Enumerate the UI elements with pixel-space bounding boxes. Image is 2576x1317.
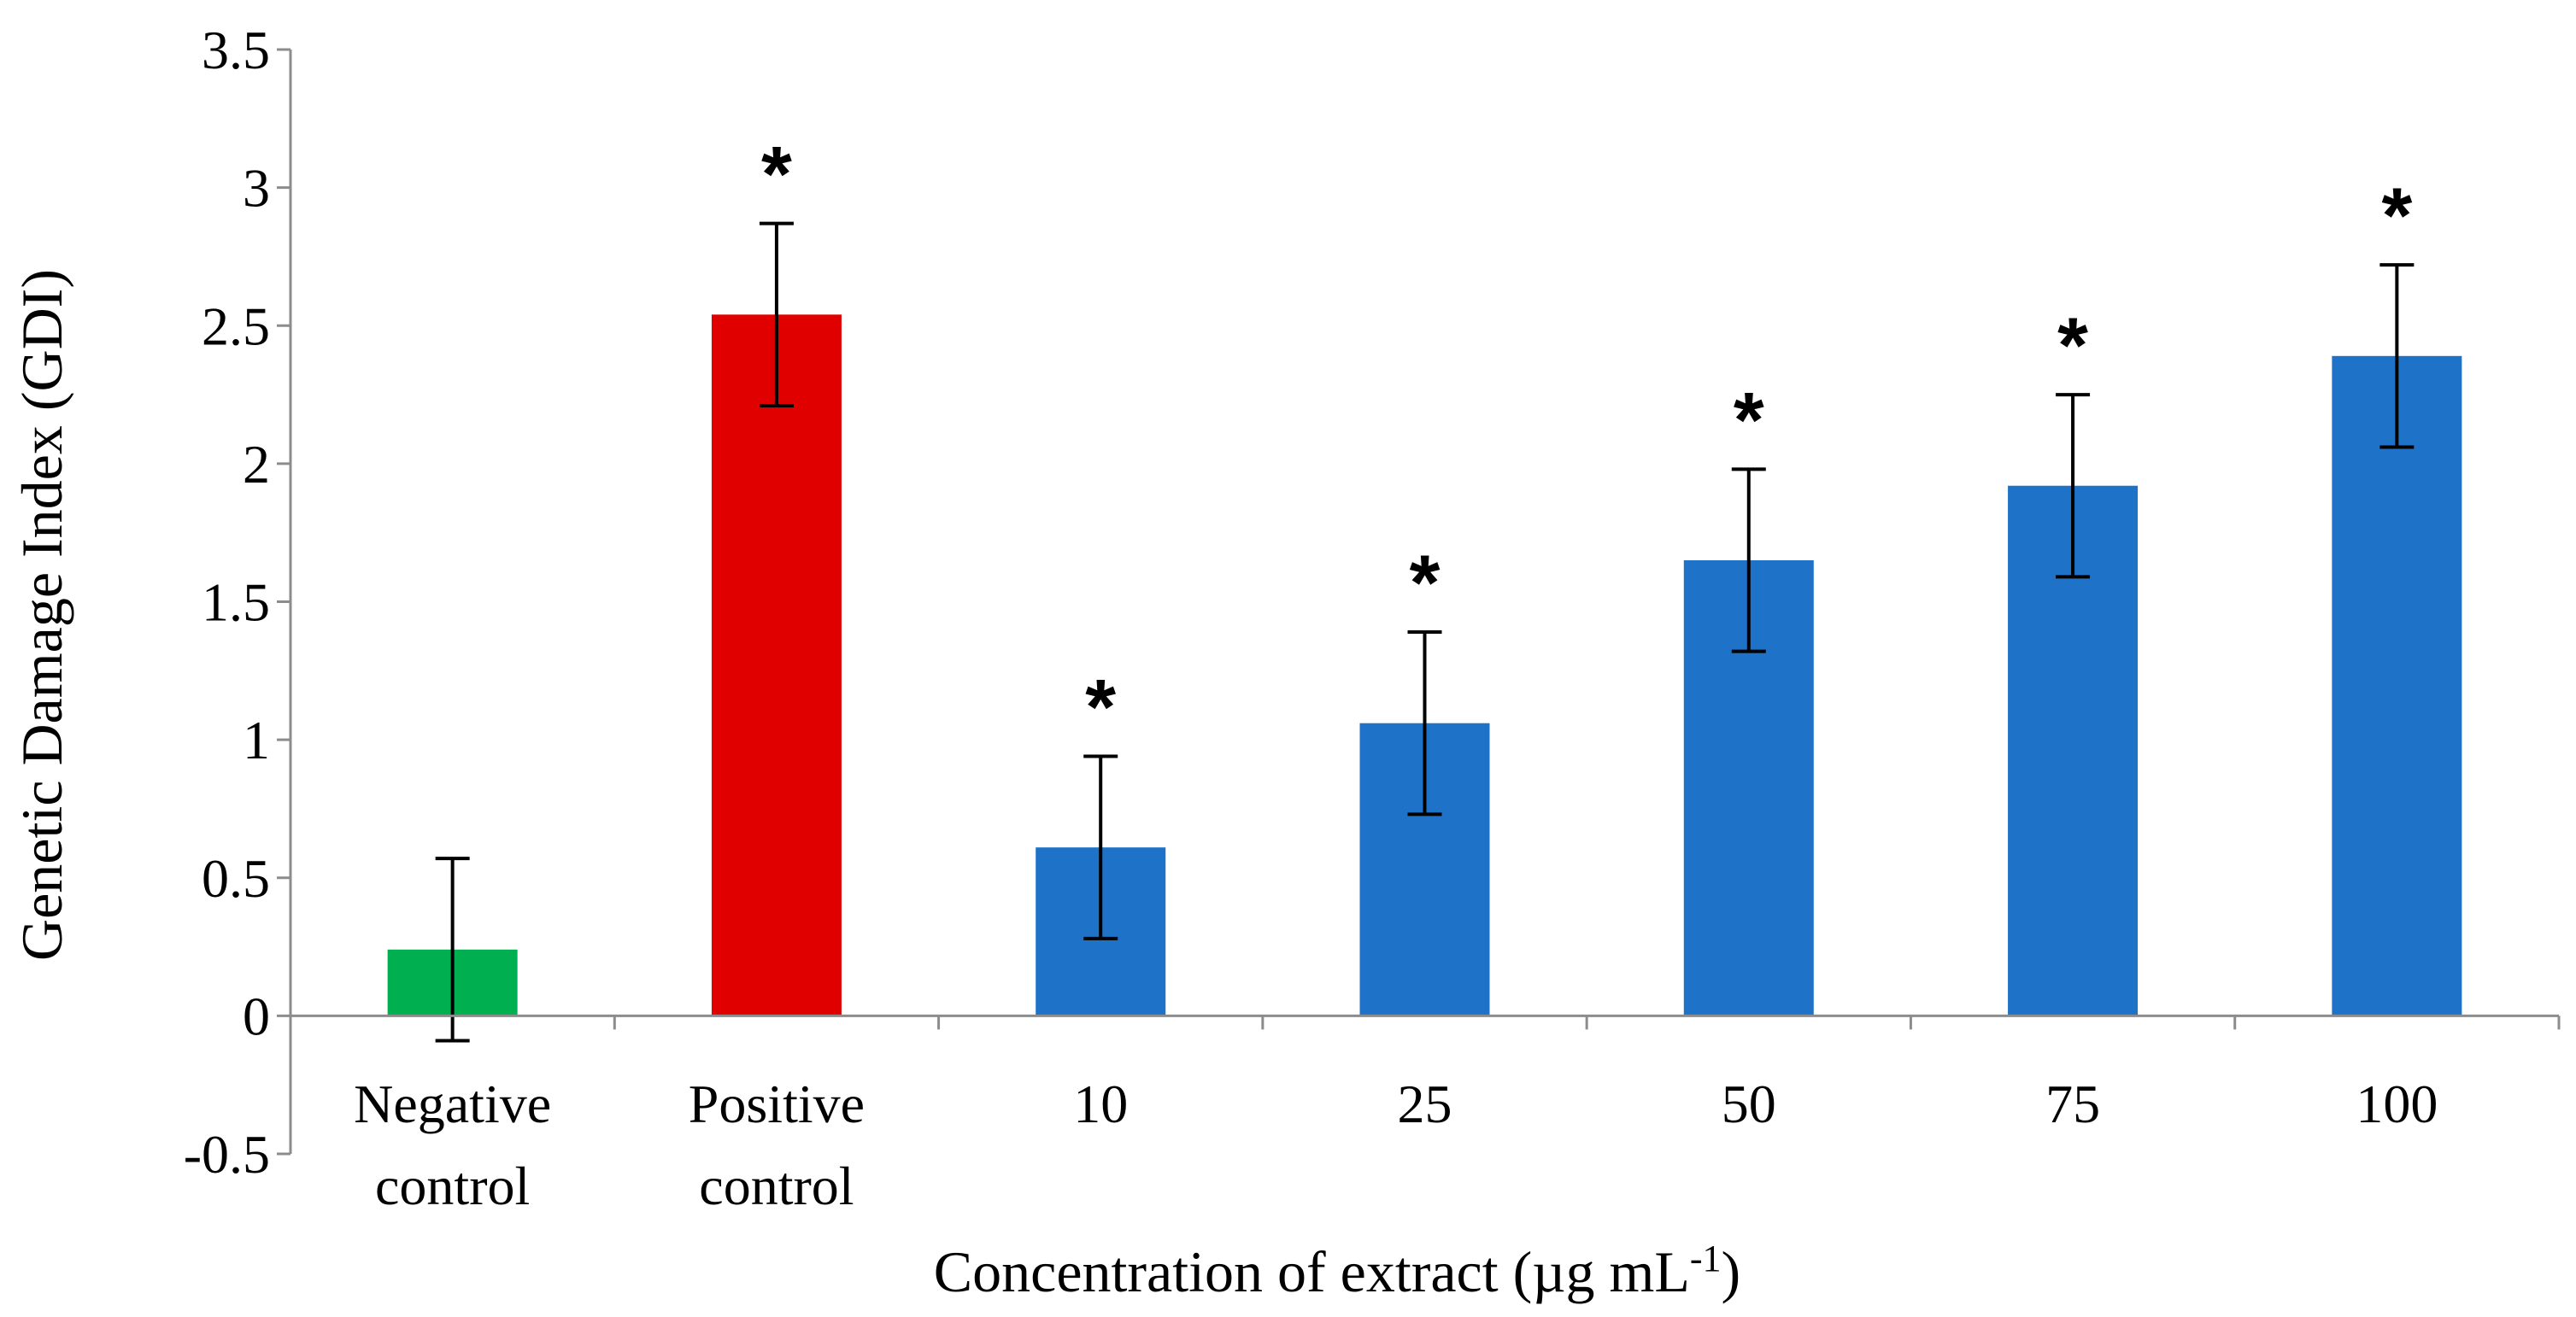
y-axis-title: Genetic Damage Index (GDI) — [9, 269, 74, 961]
x-category-label: control — [375, 1156, 530, 1216]
x-category-label: 25 — [1398, 1074, 1452, 1134]
y-tick-label: 0 — [243, 986, 270, 1046]
x-category-label: 10 — [1073, 1074, 1128, 1134]
x-category-label: 100 — [2356, 1074, 2438, 1134]
y-tick-label: 3.5 — [202, 20, 270, 80]
x-category-label: 75 — [2045, 1074, 2100, 1134]
x-axis-title-suffix: ) — [1722, 1239, 1741, 1304]
bars: * * * * * * — [387, 132, 2462, 1043]
y-tick-label: 0.5 — [202, 848, 270, 909]
x-category-label: Positive — [689, 1074, 865, 1134]
x-axis — [289, 1014, 2561, 1030]
bar — [2332, 355, 2462, 1016]
y-tick-label: 2.5 — [202, 296, 270, 356]
x-category-labels: Negative control Positive control 10 25 50 75 10… — [354, 1074, 2438, 1216]
x-axis-title-main: Concentration of extract (µg mL — [934, 1239, 1690, 1304]
x-axis-title-superscript: -1 — [1690, 1238, 1722, 1279]
significance-marker: * — [761, 132, 792, 219]
significance-marker: * — [2381, 173, 2412, 260]
x-category-label: control — [699, 1156, 854, 1216]
x-axis-title: Concentration of extract (µg mL-1) — [934, 1238, 1740, 1305]
significance-marker: * — [2057, 302, 2088, 389]
significance-marker: * — [1734, 377, 1764, 464]
x-category-label: 50 — [1722, 1074, 1776, 1134]
y-tick-label: -0.5 — [184, 1124, 270, 1185]
y-tick-labels: 3.5 3 2.5 2 1.5 1 0.5 0 -0.5 — [184, 20, 270, 1185]
y-tick-label: 2 — [243, 434, 270, 495]
y-tick-label: 1 — [243, 710, 270, 770]
y-axis — [277, 48, 292, 1156]
significance-marker: * — [1085, 664, 1116, 752]
x-category-label: Negative — [354, 1074, 551, 1134]
bar — [711, 314, 842, 1016]
y-tick-label: 1.5 — [202, 572, 270, 633]
y-tick-label: 3 — [243, 158, 270, 219]
significance-marker: * — [1410, 540, 1441, 627]
